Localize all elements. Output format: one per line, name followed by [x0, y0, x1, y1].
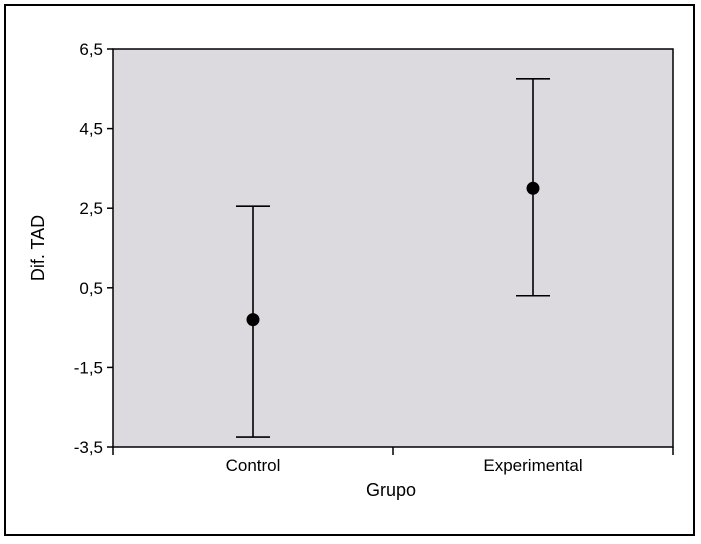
plot-area [112, 48, 674, 448]
y-tick-label: 0,5 [79, 279, 103, 298]
data-marks [236, 78, 550, 438]
y-tick-label: 2,5 [79, 199, 103, 218]
x-tick-label: Experimental [483, 456, 582, 475]
x-tick-label: Control [226, 456, 281, 475]
x-axis-title: Grupo [366, 480, 416, 500]
y-tick-label: 6,5 [79, 40, 103, 59]
y-tick-label: 4,5 [79, 120, 103, 139]
y-axis-title: Dif. TAD [28, 215, 48, 281]
y-tick-label: -3,5 [74, 438, 103, 457]
mean-point [526, 181, 540, 195]
y-axis: -3,5 -1,5 0,5 2,5 4,5 6,5 [74, 40, 113, 457]
mean-point [246, 313, 260, 327]
y-tick-label: -1,5 [74, 358, 103, 377]
x-axis: Control Experimental [112, 447, 674, 475]
